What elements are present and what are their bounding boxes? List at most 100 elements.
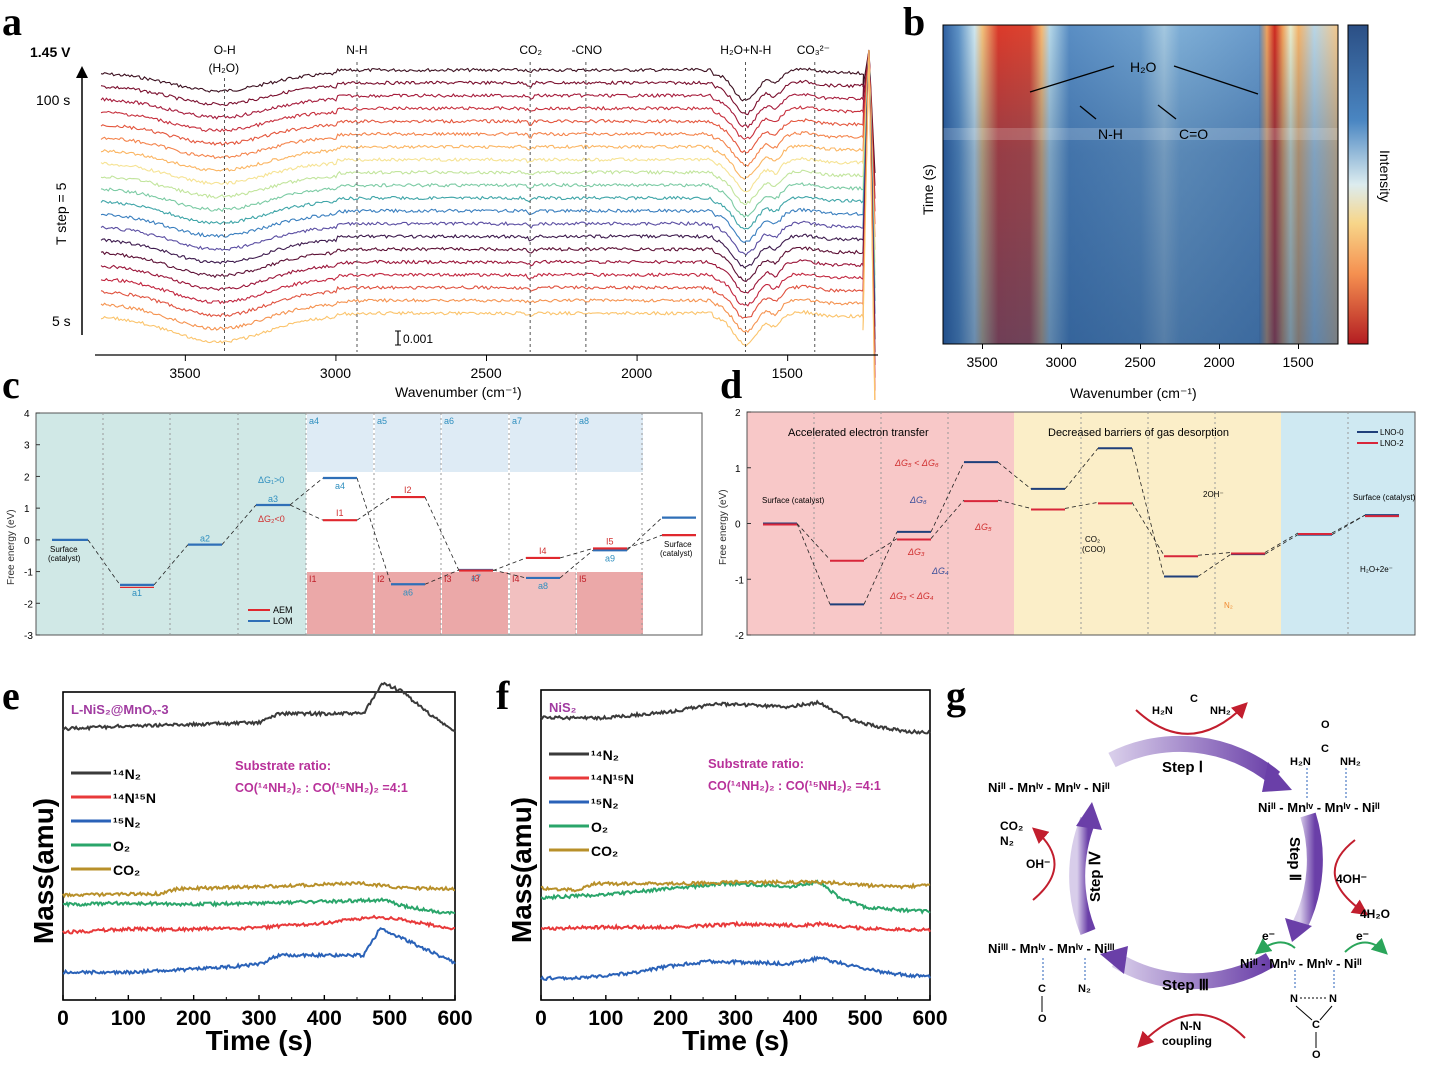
a-trace: [100, 49, 876, 186]
d-coo-label: (COO): [1082, 545, 1106, 554]
b-x-tick-label: 2500: [1125, 354, 1156, 370]
c-level-label: (catalyst): [48, 554, 81, 563]
b-colorbar-label: Intensity: [1377, 150, 1393, 202]
b-x-tick-label: 1500: [1283, 354, 1314, 370]
d-lno0-connector: [863, 531, 898, 605]
a-x-ticks: 3500 3000 2500 2000 1500: [169, 355, 803, 381]
a-scale-bar-label: 0.001: [403, 332, 433, 346]
chart-a-ftir-spectra: O-H (H₂O) N-H CO₂ -CNO H₂O+N-H CO₃²⁻ 1.45 V 10…: [30, 43, 878, 400]
d-y-ticks: 2 1 0 -1 -2: [735, 408, 751, 642]
a-trace: [100, 49, 876, 225]
a-trace: [100, 49, 876, 263]
a-traces: [100, 49, 876, 400]
c-top-structure-label: a6: [444, 416, 454, 426]
c-lom-connector: [153, 544, 189, 586]
d-region-title-1: Accelerated electron transfer: [788, 427, 929, 439]
g-step-1-label: Step Ⅰ: [1162, 759, 1203, 776]
g-ring-o: O: [1312, 1049, 1321, 1061]
c-level-label: Surface: [50, 545, 78, 554]
c-y-ticks: 4 3 2 1 0 -1 -2 -3: [24, 409, 40, 642]
panel-label-f: f: [496, 673, 510, 718]
panel-label-g: g: [946, 673, 966, 718]
g-bound-n2: N₂: [1078, 983, 1091, 995]
a-trace: [100, 49, 876, 366]
g-electron-arrow: [1344, 937, 1388, 955]
c-lom-connector: [356, 477, 392, 585]
c-level-label: I4: [539, 546, 547, 556]
a-y-bottom-label: 5 s: [52, 313, 71, 329]
c-level-label: (catalyst): [660, 549, 693, 558]
e-x-tick-label: 300: [241, 1007, 276, 1030]
f-x-tick-label: 300: [718, 1007, 753, 1030]
g-electron-arrow: [1254, 938, 1296, 955]
c-top-structure-box: [577, 414, 643, 472]
a-annotation-sublabel: (H₂O): [208, 61, 239, 75]
c-lom-connector: [221, 504, 257, 545]
f-annotation-2: CO(¹⁴NH₂)₂ : CO(¹⁵NH₂)₂ =4:1: [708, 779, 881, 793]
c-bottom-structure-box: [510, 572, 576, 634]
d-lno2-connector: [930, 499, 965, 539]
f-sample-label: NiS₂: [549, 700, 577, 715]
d-y-tick-label: 2: [735, 408, 741, 419]
c-levels: Surface(catalyst)a1a2a3a4a6a7a8a9I1I2I3I…: [48, 476, 696, 598]
f-legend-label: CO₂: [591, 843, 618, 859]
f-x-tick-label: 600: [912, 1007, 947, 1030]
e-annotation-1: Substrate ratio:: [235, 758, 331, 773]
c-lom-connector: [424, 569, 460, 585]
c-level-label: a3: [268, 494, 278, 504]
d-lno2-connector: [1064, 501, 1099, 509]
g-step4-arrow: [1031, 827, 1056, 901]
g-electron-2: e⁻: [1356, 929, 1369, 943]
a-trace: [100, 49, 876, 250]
a-trace: [100, 49, 876, 400]
a-trace: [100, 49, 876, 340]
c-top-structure-label: a5: [377, 416, 387, 426]
c-level-label: a2: [200, 534, 210, 544]
c-top-structure-box: [510, 414, 576, 472]
c-aem-connector: [626, 534, 663, 549]
c-lom-connector: [626, 517, 663, 551]
d-annot-g5g6: ΔG₅ < ΔG₆: [894, 458, 939, 468]
c-level-label: I3: [472, 574, 480, 584]
d-connectors: [796, 447, 1366, 605]
a-annotation-label: -CNO: [571, 43, 602, 57]
c-lom-connector: [559, 550, 594, 579]
d-lno2-connector: [997, 499, 1032, 509]
d-legend-label: LNO-0: [1380, 428, 1404, 437]
f-legend-label: ¹⁴N₂: [591, 747, 619, 763]
g-ring-c: C: [1312, 1019, 1320, 1031]
f-ylabel: Mass(amu): [506, 797, 537, 943]
g-bound-c: C: [1321, 743, 1329, 755]
g-bound-h2n: H₂N: [1290, 756, 1311, 768]
c-level-label: I2: [404, 485, 412, 495]
a-annotations: O-H (H₂O) N-H CO₂ -CNO H₂O+N-H CO₃²⁻: [208, 43, 830, 352]
b-annot-co: C=O: [1179, 126, 1208, 142]
d-legend-label: LNO-2: [1380, 439, 1404, 448]
e-legend-label: ¹⁴N¹⁵N: [113, 790, 156, 806]
d-legend: LNO-0 LNO-2: [1357, 428, 1404, 448]
a-potential-label: 1.45 V: [30, 44, 71, 60]
f-x-tick-label: 500: [848, 1007, 883, 1030]
a-trace: [100, 49, 876, 289]
c-ylabel: Free energy (eV): [6, 509, 17, 585]
c-bottom-structure-label: I3: [444, 574, 452, 584]
c-bottom-structure-box: [307, 572, 373, 634]
c-bottom-structure-box: [442, 572, 508, 634]
c-delta2: ΔG₂<0: [258, 514, 285, 524]
f-x-tick-label: 100: [588, 1007, 623, 1030]
f-series-line: [540, 955, 931, 982]
c-y-tick-label: -1: [24, 568, 33, 579]
c-aem-connector: [424, 496, 460, 571]
e-x-tick-label: 0: [57, 1007, 69, 1030]
a-y-top-label: 100 s: [36, 92, 70, 108]
c-top-structure-box: [307, 414, 373, 472]
d-separators: [813, 412, 1349, 635]
g-urea-nh2: NH₂: [1210, 705, 1231, 717]
b-heatmap-band: [943, 128, 1338, 140]
g-step2-out: 4H₂O: [1360, 907, 1390, 921]
g-text: Niᴵᴵ - Mnᴵᵛ - Mnᴵᵛ - Niᴵᴵ Niᴵᴵ - Mnᴵᵛ - M…: [988, 693, 1390, 1061]
a-trace: [100, 49, 876, 199]
a-x-tick-label: 3500: [169, 365, 200, 381]
e-x-tick-label: 100: [111, 1007, 146, 1030]
c-aem-connector: [559, 548, 594, 559]
